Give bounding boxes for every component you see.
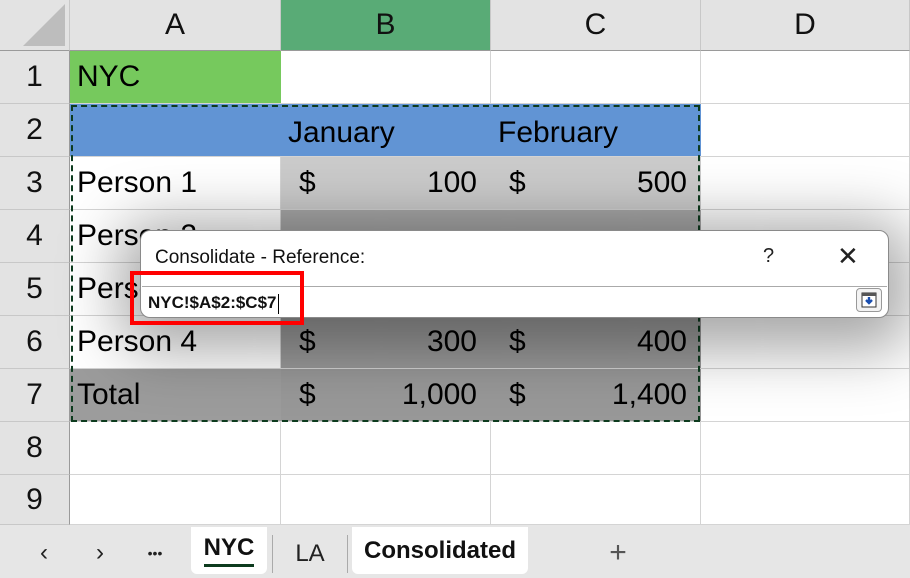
column-header-b[interactable]: B bbox=[281, 0, 491, 51]
expand-dialog-button[interactable] bbox=[856, 288, 882, 312]
cell-c3[interactable]: $500 bbox=[491, 157, 701, 210]
tab-consolidated-label: Consolidated bbox=[363, 536, 516, 564]
cell-value: 300 bbox=[426, 325, 477, 358]
cell-a8[interactable] bbox=[70, 422, 281, 475]
cell-c1[interactable] bbox=[491, 51, 701, 104]
row-header-5[interactable]: 5 bbox=[0, 263, 70, 316]
cell-c2[interactable]: February bbox=[491, 104, 701, 157]
cell-value: NYC bbox=[77, 60, 141, 93]
row-header-7[interactable]: 7 bbox=[0, 369, 70, 422]
cell-c6[interactable]: $400 bbox=[491, 316, 701, 369]
cell-c8[interactable] bbox=[491, 422, 701, 475]
cell-c9[interactable] bbox=[491, 475, 701, 525]
column-header-c[interactable]: C bbox=[491, 0, 701, 51]
currency-symbol: $ bbox=[509, 166, 526, 199]
currency-symbol: $ bbox=[509, 378, 526, 411]
cell-d9[interactable] bbox=[701, 475, 910, 525]
cell-value: Total bbox=[77, 378, 141, 411]
cell-a7[interactable]: Total bbox=[70, 369, 281, 422]
row-header-8[interactable]: 8 bbox=[0, 422, 70, 475]
cell-value: February bbox=[498, 116, 619, 149]
cell-value: Person 1 bbox=[77, 166, 198, 199]
cell-value: 100 bbox=[426, 166, 477, 199]
currency-symbol: $ bbox=[299, 166, 316, 199]
cell-d7[interactable] bbox=[701, 369, 910, 422]
currency-symbol: $ bbox=[509, 325, 526, 358]
prev-sheet-button[interactable]: ‹ bbox=[40, 538, 48, 566]
row-header-2[interactable]: 2 bbox=[0, 104, 70, 157]
cell-d6[interactable] bbox=[701, 316, 910, 369]
text-caret bbox=[277, 293, 279, 314]
row-header-1[interactable]: 1 bbox=[0, 51, 70, 104]
cell-b2[interactable]: January bbox=[281, 104, 491, 157]
cell-b6[interactable]: $300 bbox=[281, 316, 491, 369]
help-button[interactable]: ? bbox=[763, 245, 775, 267]
cell-a9[interactable] bbox=[70, 475, 281, 525]
select-all-corner[interactable] bbox=[0, 0, 70, 51]
cell-value: Person 4 bbox=[77, 325, 198, 358]
column-header-d[interactable]: D bbox=[701, 0, 910, 51]
tab-nyc-label: NYC bbox=[203, 534, 255, 567]
cell-value: 500 bbox=[636, 166, 687, 199]
tab-nyc[interactable]: NYC bbox=[191, 527, 267, 574]
cell-a2[interactable] bbox=[70, 104, 281, 157]
tab-la[interactable]: LA bbox=[272, 535, 348, 573]
cell-c7[interactable]: $1,400 bbox=[491, 369, 701, 422]
cell-value: January bbox=[288, 116, 395, 149]
row-header-3[interactable]: 3 bbox=[0, 157, 70, 210]
cell-value: 1,000 bbox=[401, 378, 477, 411]
cell-d2[interactable] bbox=[701, 104, 910, 157]
row-header-6[interactable]: 6 bbox=[0, 316, 70, 369]
expand-dialog-icon bbox=[861, 292, 877, 308]
cell-b7[interactable]: $1,000 bbox=[281, 369, 491, 422]
cell-a6[interactable]: Person 4 bbox=[70, 316, 281, 369]
currency-symbol: $ bbox=[299, 378, 316, 411]
cell-b3[interactable]: $100 bbox=[281, 157, 491, 210]
row-header-4[interactable]: 4 bbox=[0, 210, 70, 263]
cell-b8[interactable] bbox=[281, 422, 491, 475]
row-header-9[interactable]: 9 bbox=[0, 475, 70, 525]
cell-a1[interactable]: NYC bbox=[70, 51, 281, 104]
more-sheets-button[interactable]: ••• bbox=[147, 544, 163, 561]
reference-value: NYC!$A$2:$C$7 bbox=[148, 293, 277, 312]
cell-b1[interactable] bbox=[281, 51, 491, 104]
cell-b9[interactable] bbox=[281, 475, 491, 525]
cell-d8[interactable] bbox=[701, 422, 910, 475]
column-header-a[interactable]: A bbox=[70, 0, 281, 51]
add-sheet-button[interactable]: + bbox=[609, 535, 627, 569]
tab-la-label: LA bbox=[295, 540, 325, 567]
cell-value: 400 bbox=[636, 325, 687, 358]
close-button[interactable]: ✕ bbox=[837, 241, 859, 271]
reference-input[interactable]: NYC!$A$2:$C$7 bbox=[142, 286, 887, 317]
tab-consolidated[interactable]: Consolidated bbox=[352, 527, 528, 574]
cell-d1[interactable] bbox=[701, 51, 910, 104]
next-sheet-button[interactable]: › bbox=[96, 538, 104, 566]
cell-a3[interactable]: Person 1 bbox=[70, 157, 281, 210]
highlight-box bbox=[130, 271, 304, 325]
cell-d3[interactable] bbox=[701, 157, 910, 210]
currency-symbol: $ bbox=[299, 325, 316, 358]
cell-value: 1,400 bbox=[611, 378, 687, 411]
dialog-title: Consolidate - Reference: bbox=[155, 247, 366, 268]
